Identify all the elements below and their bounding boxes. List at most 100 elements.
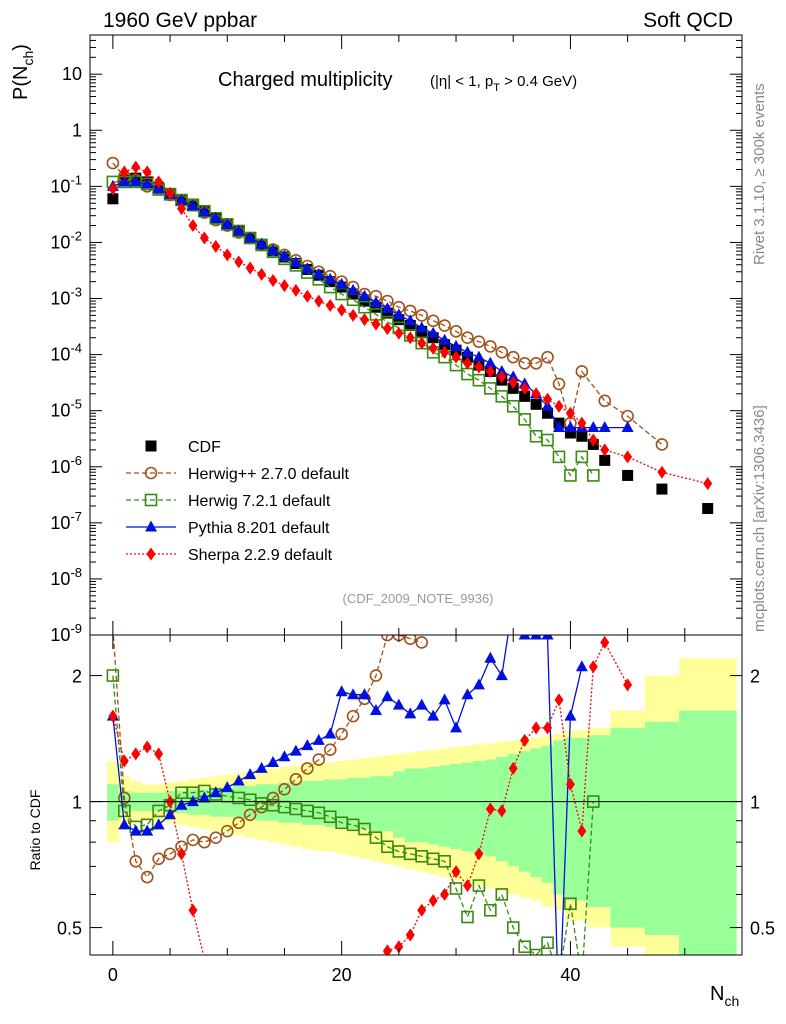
legend-marker-herwig7	[144, 493, 158, 507]
point-pythia	[598, 421, 611, 433]
band-green	[427, 766, 440, 845]
legend-label-sherpa: Sherpa 2.2.9 default	[188, 547, 333, 564]
point-cdf	[519, 390, 531, 402]
ratio-point-sherpa	[588, 660, 598, 674]
point-sherpa	[405, 331, 415, 345]
point-sherpa	[440, 345, 450, 359]
band-green	[107, 784, 119, 821]
point-pythia	[381, 302, 394, 314]
band-green	[313, 780, 325, 825]
ratio-point-herwig7	[106, 669, 120, 682]
band-green	[278, 782, 291, 823]
ratio-point-herwigpp	[335, 727, 348, 741]
point-cdf	[656, 483, 668, 495]
band-green	[393, 771, 405, 838]
band-green	[347, 777, 360, 829]
main-y-tick-label: 10-7	[50, 509, 82, 533]
ratio-point-pythia	[232, 774, 245, 786]
point-sherpa	[565, 406, 575, 420]
ratio-point-herwigpp	[415, 636, 429, 649]
ratio-y-tick-label-left: 1	[72, 793, 82, 813]
band-green	[553, 740, 566, 895]
ratio-point-herwig7	[518, 940, 531, 954]
ratio-y-tick-label-right: 0.5	[750, 919, 775, 939]
band-green	[450, 763, 463, 850]
point-sherpa	[623, 450, 633, 464]
side-label-top: Rivet 3.1.10, ≥ 300k events	[751, 83, 768, 265]
band-green	[587, 735, 611, 907]
ratio-y-tick-label-right: 1	[750, 793, 760, 813]
ratio-point-pythia	[381, 690, 394, 702]
point-herwigpp	[438, 319, 451, 332]
ratio-point-herwig7	[564, 897, 577, 911]
point-pythia	[415, 321, 428, 333]
ratio-point-sherpa	[485, 802, 495, 816]
ratio-point-sherpa	[428, 894, 438, 908]
point-cdf	[599, 454, 611, 466]
ratio-point-herwig7	[495, 888, 509, 901]
ratio-point-pythia	[427, 709, 440, 721]
legend-label-herwig7: Herwig 7.2.1 default	[188, 493, 331, 510]
ratio-point-sherpa	[554, 693, 564, 707]
point-sherpa	[360, 313, 370, 327]
legend-item-sherpa: Sherpa 2.2.9 default	[126, 547, 333, 564]
series-pythia	[106, 175, 634, 433]
point-cdf	[576, 430, 588, 442]
ratio-x-tick-label: 20	[332, 965, 352, 985]
ratio-point-herwigpp	[129, 854, 143, 868]
ratio-point-pythia	[255, 761, 268, 773]
band-green	[461, 762, 474, 852]
main-y-tick-label: 10-4	[50, 341, 82, 365]
ratio-point-sherpa	[108, 709, 118, 723]
point-herwig7	[484, 382, 497, 395]
point-herwigpp	[575, 365, 589, 378]
point-pythia	[175, 193, 188, 205]
band-green	[255, 784, 268, 821]
ratio-point-sherpa	[131, 747, 141, 761]
series-line-herwig7	[112, 181, 594, 477]
ratio-point-sherpa	[531, 721, 541, 735]
point-pythia	[221, 217, 234, 229]
point-pythia	[186, 199, 199, 211]
ratio-point-pythia	[392, 698, 405, 710]
point-pythia	[369, 295, 382, 307]
ratio-point-pythia	[404, 707, 417, 719]
band-green	[358, 777, 371, 829]
ratio-point-sherpa	[577, 824, 587, 838]
series-herwig7	[106, 175, 600, 482]
point-sherpa	[497, 370, 507, 384]
point-sherpa	[348, 308, 358, 322]
point-sherpa	[325, 299, 335, 313]
main-y-tick-label: 10-3	[50, 285, 82, 309]
point-cdf	[542, 407, 554, 419]
axes-layer: 10-910-810-710-610-510-410-310-210-11100…	[50, 34, 775, 985]
point-sherpa	[257, 267, 267, 281]
ratio-point-sherpa	[497, 804, 507, 818]
point-sherpa	[451, 350, 461, 364]
ratio-point-herwigpp	[243, 808, 257, 822]
band-green	[610, 727, 646, 928]
band-green	[210, 787, 222, 817]
point-sherpa	[302, 289, 312, 303]
ratio-point-sherpa	[462, 879, 472, 893]
ratio-point-sherpa	[543, 721, 553, 735]
ratio-point-pythia	[484, 651, 497, 663]
point-pythia	[335, 277, 348, 289]
point-cdf	[404, 320, 416, 332]
band-green	[244, 785, 257, 819]
ratio-point-sherpa	[382, 944, 392, 955]
ratio-point-sherpa	[440, 887, 450, 901]
point-sherpa	[188, 219, 198, 233]
ratio-point-pythia	[347, 688, 360, 700]
point-herwigpp	[506, 350, 520, 364]
ratio-point-sherpa	[565, 777, 575, 791]
ratio-point-pythia	[221, 781, 234, 793]
point-sherpa	[245, 261, 255, 275]
side-label-bottom: mcplots.cern.ch [arXiv:1306.3436]	[751, 405, 768, 632]
point-herwig7	[529, 429, 543, 443]
ratio-point-pythia	[289, 744, 302, 756]
ratio-point-herwig7	[529, 948, 543, 955]
ratio-point-pythia	[324, 727, 337, 739]
ratio-point-pythia	[301, 739, 314, 751]
ratio-point-pythia	[369, 704, 382, 716]
